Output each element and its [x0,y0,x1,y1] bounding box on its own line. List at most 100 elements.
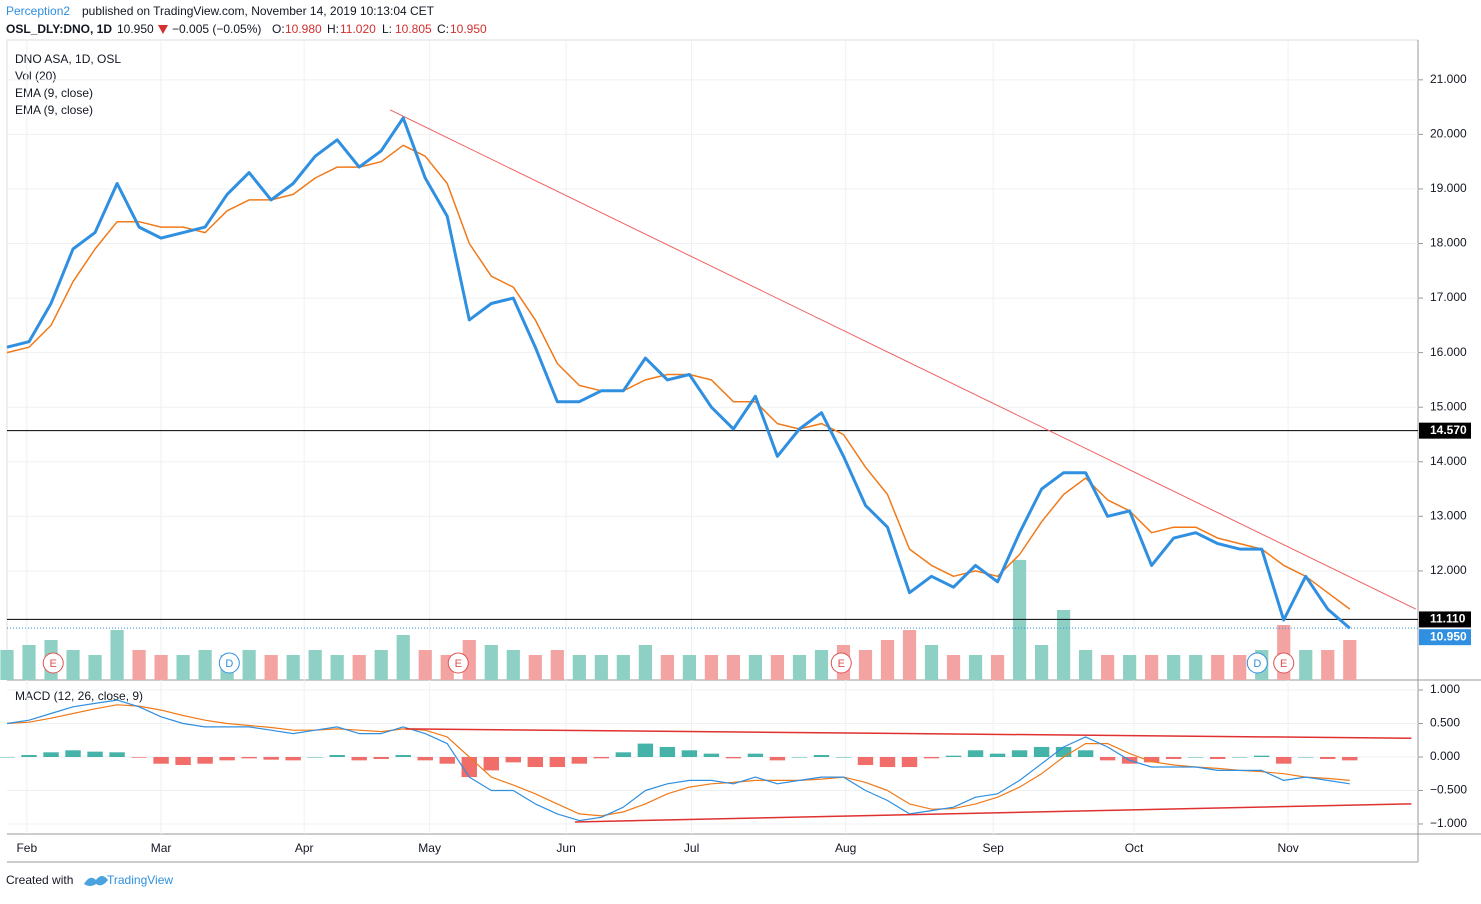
macd-hist [351,756,367,761]
macd-hist [857,756,874,766]
volume-bar [1343,640,1357,680]
event-marker [218,652,240,674]
ema-line [6,144,1351,610]
macd-hist [1187,756,1204,758]
macd-hist [549,756,566,768]
y-tick-label: 12.000 [1430,563,1467,577]
volume-bar [924,645,939,680]
level-label: 14.570 [1430,423,1467,437]
macd-hist [659,746,676,757]
ohlc-value: 11.020 [340,22,376,36]
volume-bar [396,635,410,680]
x-tick-label: Aug [835,841,856,855]
macd-hist [901,756,918,768]
macd-hist [241,756,257,759]
volume-bar [1167,655,1181,680]
event-label: E [838,658,845,670]
macd-hist [87,751,103,757]
event-label: E [1280,658,1287,670]
y-tick-label: 0.000 [1430,749,1460,763]
volume-bar [726,655,741,680]
macd-hist [197,756,213,764]
volume-bar [1079,650,1093,680]
macd-hist [153,756,169,764]
price-line [6,116,1351,630]
macd-hist [813,754,830,757]
macd-hist [219,756,235,761]
volume-bar [1233,655,1247,680]
change: −0.005 (−0.05%) [172,22,261,36]
trendline [389,109,1417,610]
footer-brand: TradingView [107,873,173,887]
last-price-tag [1419,629,1471,646]
macd-hist [1055,746,1072,757]
ohlc-label: L: [382,22,392,36]
volume-bar [1056,610,1071,680]
macd-hist [703,753,720,757]
macd-hist [329,754,345,757]
macd-hist [1254,755,1270,757]
volume-bar [660,655,674,680]
event-marker [1246,652,1268,674]
volume-bar [418,650,432,680]
ohlc-value: 10.950 [450,22,487,36]
down-arrow [158,25,168,34]
x-tick-label: Mar [151,841,172,855]
event-label: D [225,658,233,670]
volume-bar [1101,655,1115,680]
macd-hist [395,754,411,757]
macd-hist [835,756,852,758]
macd-hist [109,752,125,757]
event-marker [830,652,852,674]
macd-hist [967,750,984,757]
volume-bar [682,655,696,680]
macd-hist [1231,756,1248,758]
macd-hist [615,752,632,757]
macd-hist [0,756,15,758]
logo [84,876,108,886]
level-tag [1419,611,1471,628]
author: Perception2 [6,4,70,18]
macd-hist [725,756,742,759]
volume-bar [792,655,807,680]
volume-bar [1321,650,1335,680]
macd-hist [65,750,81,757]
volume-bar [1211,655,1225,680]
volume-bar [1189,655,1203,680]
ohlc-label: C: [437,22,449,36]
y-tick-label: 21.000 [1430,72,1467,86]
footer: Created with [6,873,73,887]
volume-bar [594,655,608,680]
x-tick-label: Oct [1125,841,1144,855]
macd-hist [989,753,1006,757]
volume-bar [572,655,586,680]
ohlc-value: 10.980 [285,22,322,36]
volume-bar [990,655,1005,680]
volume-bar [550,650,564,680]
y-tick-label: 13.000 [1430,508,1467,522]
x-tick-label: Sep [982,841,1004,855]
macd-hist [923,756,940,759]
x-tick-label: Jun [556,841,575,855]
ohlc-value: 10.805 [395,22,432,36]
macd-hist [1099,756,1116,761]
event-marker [1273,652,1295,674]
volume-bar [1299,650,1313,680]
macd-hist [769,756,786,761]
macd-hist [373,756,389,760]
x-tick-label: Jul [684,841,699,855]
x-tick-label: May [418,841,441,855]
macd-hist [131,756,147,758]
macd-hist [1209,756,1226,760]
macd-hist [1342,756,1358,761]
macd-hist [1320,756,1336,760]
macd-hist [791,756,808,758]
legend-vol: Vol (20) [15,69,56,83]
y-tick-label: 16.000 [1430,345,1467,359]
volume-bar [1145,655,1159,680]
y-tick-label: 0.500 [1430,716,1460,730]
level-tag [1419,422,1471,439]
macd-hist [681,750,698,757]
volume-bar [176,655,190,680]
